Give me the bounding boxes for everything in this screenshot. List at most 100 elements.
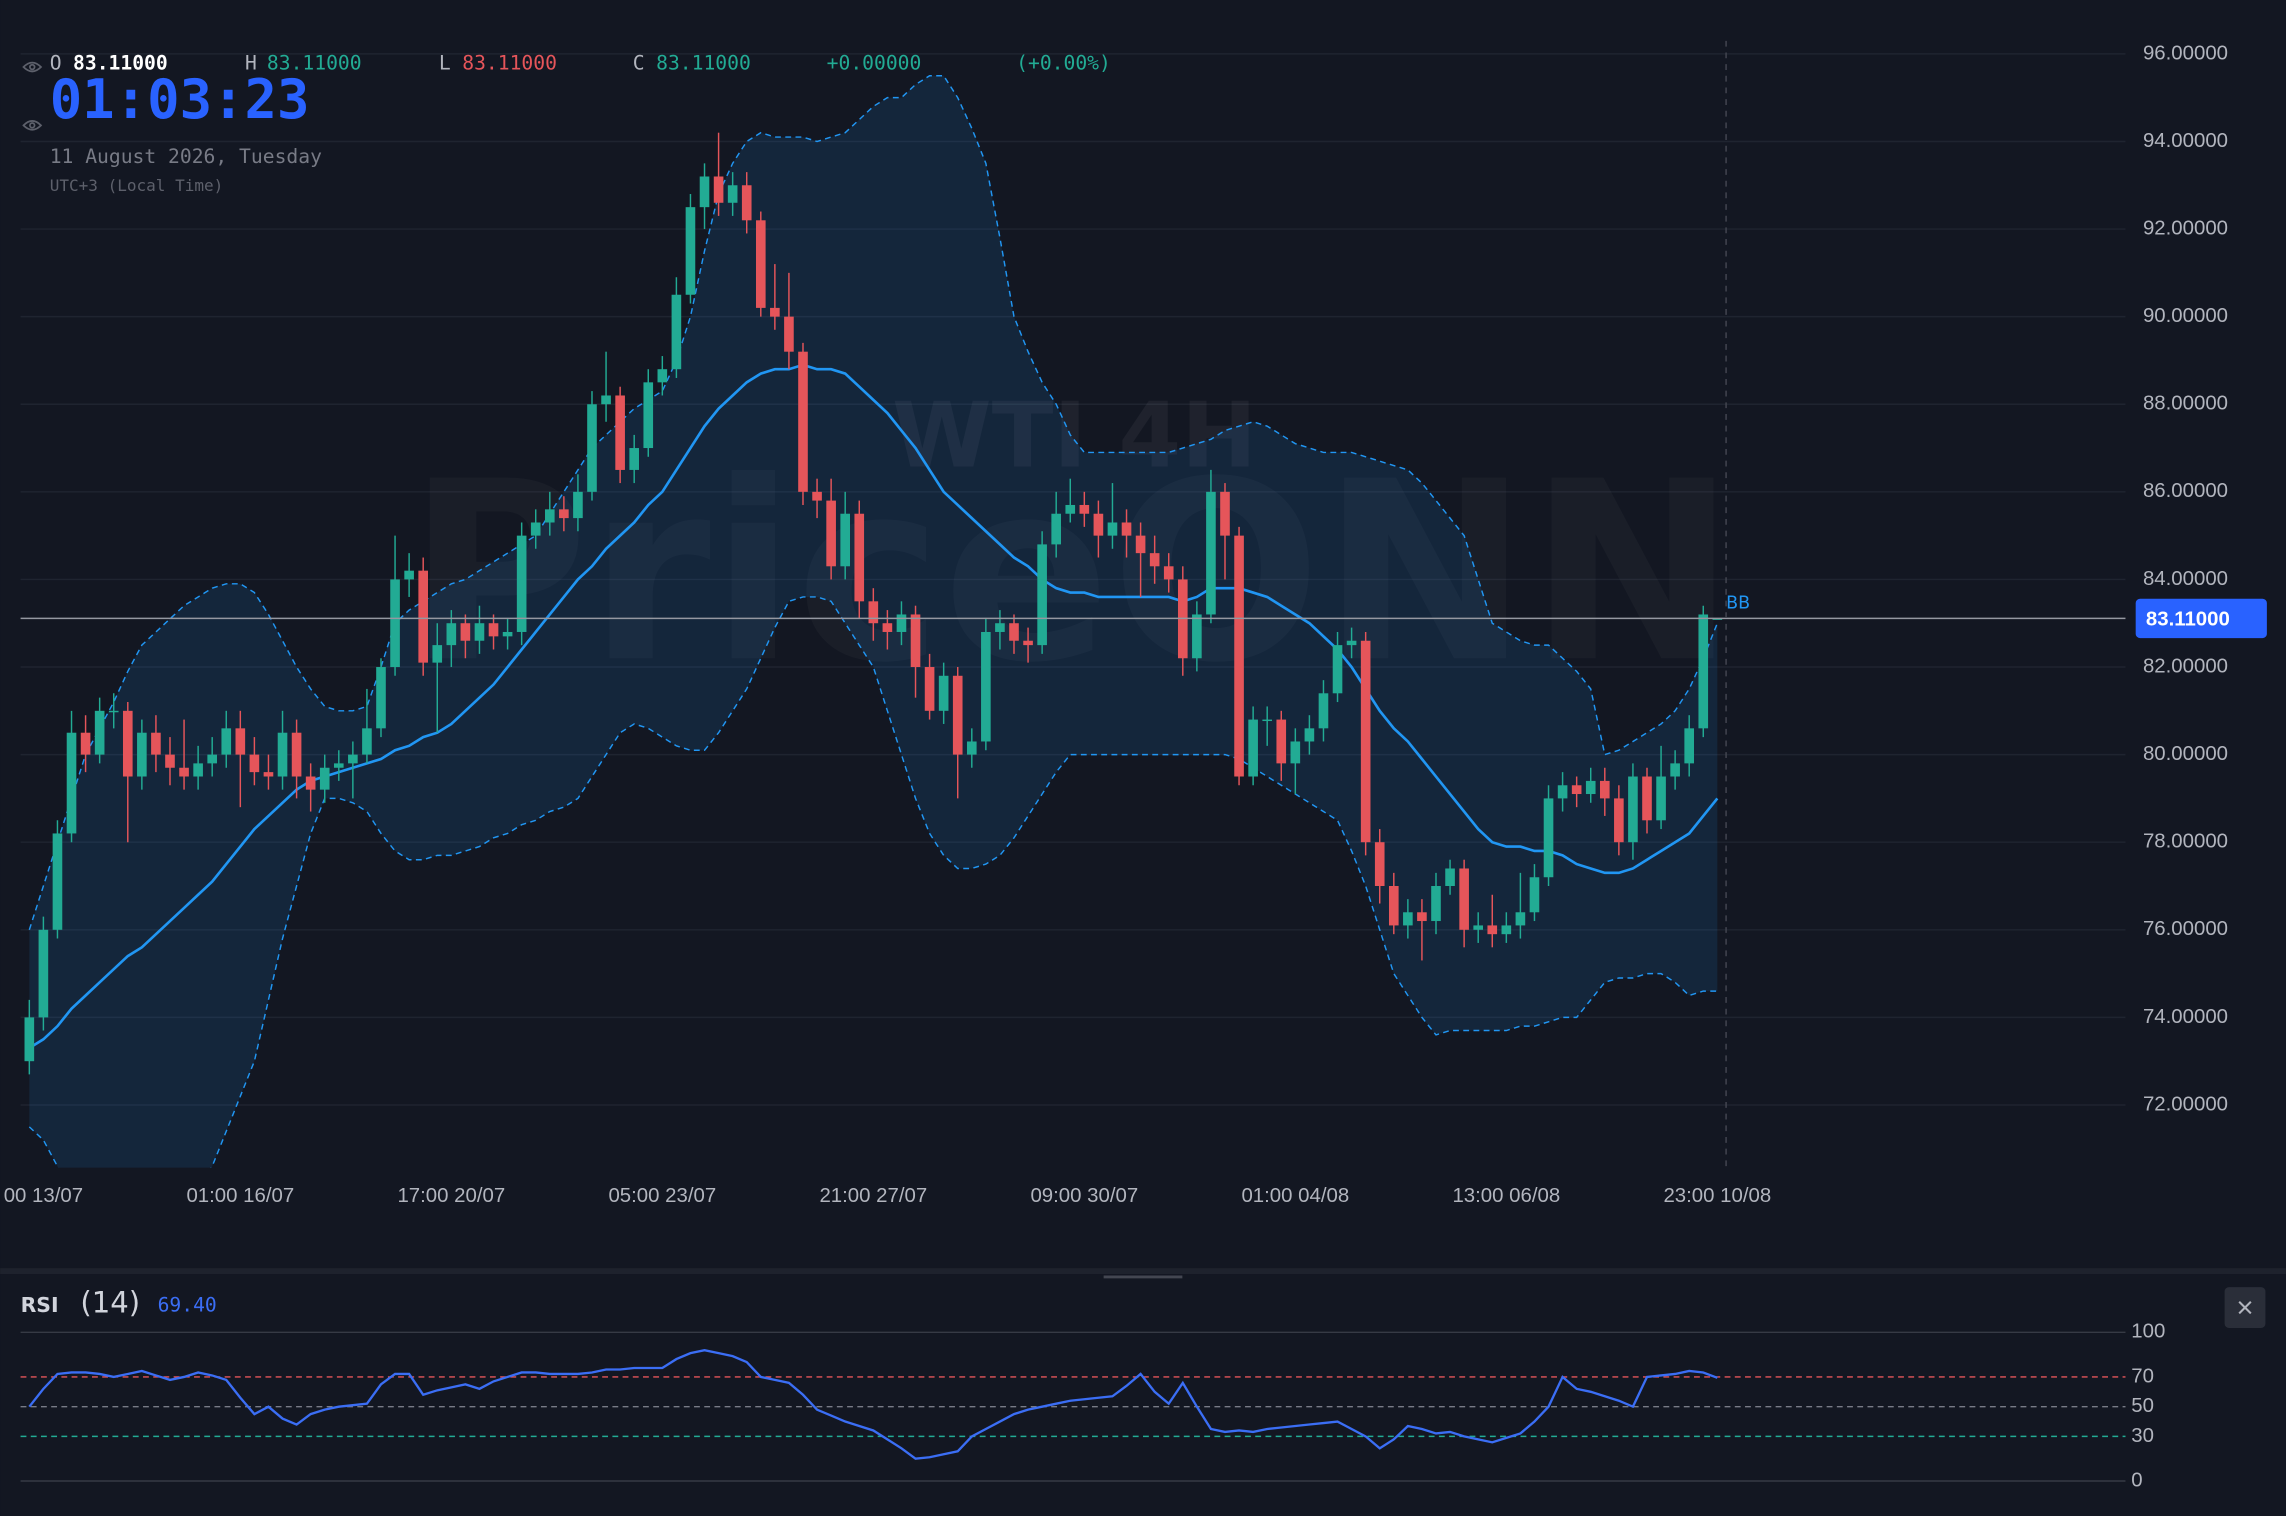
date: 11 August 2026, Tuesday — [50, 145, 322, 168]
candle-body — [657, 369, 668, 383]
candle-body — [559, 509, 569, 519]
timezone: UTC+3 (Local Time) — [50, 176, 224, 195]
candle-body — [319, 767, 330, 790]
candle-body — [1121, 522, 1132, 536]
candle-body — [390, 579, 400, 668]
candle-body — [1388, 886, 1399, 926]
candle-body — [587, 404, 597, 492]
x-tick-label: 01:00 16/07 — [186, 1185, 294, 1207]
candle-body — [629, 448, 640, 470]
candle-body — [1374, 842, 1385, 887]
rsi-tick-label: 50 — [2131, 1395, 2154, 1417]
candle-body — [474, 623, 485, 641]
candle-body — [784, 316, 794, 352]
x-tick-label: 00 13/07 — [4, 1185, 83, 1207]
close-button[interactable] — [2224, 1287, 2266, 1328]
candle-body — [165, 754, 175, 768]
rsi-tick-label: 70 — [2131, 1365, 2154, 1387]
candle-body — [1529, 877, 1540, 913]
eye-icon — [22, 120, 43, 131]
candle-body — [1276, 719, 1287, 764]
candle-body — [108, 710, 119, 713]
candle-body — [207, 754, 218, 764]
candle-body — [122, 710, 133, 777]
candle-body — [1023, 640, 1033, 646]
candle-body — [685, 207, 696, 295]
last-price-tag — [2135, 598, 2267, 639]
candle-body — [460, 623, 471, 641]
y-tick-label: 94.00000 — [2143, 130, 2228, 152]
candle-body — [1290, 741, 1301, 764]
rsi-tick-label: 100 — [2131, 1321, 2165, 1343]
candle-body — [1431, 886, 1441, 922]
candle-body — [1220, 491, 1230, 536]
candle-body — [938, 675, 949, 711]
candle-body — [193, 763, 203, 777]
clock: 01:03:23 — [50, 68, 310, 131]
candle-body — [24, 1017, 35, 1062]
candle-body — [1445, 868, 1455, 887]
rsi-period: (14) — [80, 1286, 140, 1320]
y-tick-label: 84.00000 — [2143, 568, 2228, 590]
close-icon[interactable] — [2238, 1300, 2252, 1315]
candle-body — [896, 614, 907, 632]
overlay: 72.00000 74.00000 76.00000 78.00000 80.00000… — [4, 42, 2267, 1207]
candle-body — [1360, 640, 1371, 843]
candle-body — [910, 614, 921, 668]
candle-body — [643, 382, 654, 449]
y-tick-label: 86.00000 — [2143, 480, 2228, 502]
candle-body — [488, 623, 499, 637]
change-pct: (+0.00%) — [1016, 52, 1111, 75]
candle-body — [362, 728, 372, 755]
y-tick-label: 82.00000 — [2143, 655, 2228, 677]
candle-body — [1614, 798, 1624, 843]
x-tick-label: 01:00 04/08 — [1241, 1185, 1349, 1207]
rsi-pane: 0 30 50 70 100 — [20, 1321, 2165, 1491]
ohlc-legend: O 83.11000 H 83.11000 L 83.11000 C 83.11… — [22, 52, 1111, 195]
candle-body — [38, 929, 49, 1018]
candle-body — [1206, 491, 1216, 615]
y-tick-label: 90.00000 — [2143, 305, 2228, 327]
candle-body — [1135, 535, 1146, 554]
last-price-label: 83.11000 — [2146, 608, 2230, 630]
candle-body — [741, 185, 752, 221]
candle-body — [1712, 618, 1723, 620]
candle-body — [502, 631, 513, 637]
candle-body — [868, 601, 879, 624]
candle-body — [221, 728, 232, 755]
o-value: 83.11000 — [73, 52, 168, 75]
candle-body — [798, 351, 808, 492]
candle-body — [882, 623, 893, 632]
band-upper — [28, 75, 1719, 931]
candle-body — [840, 513, 851, 567]
candle-body — [1417, 912, 1427, 922]
rsi-line — [28, 1348, 1718, 1460]
candle-body — [1628, 776, 1638, 843]
candle-body — [404, 570, 414, 580]
candle-body — [854, 513, 865, 602]
candle-body — [1656, 776, 1666, 821]
x-tick-label: 05:00 23/07 — [608, 1185, 716, 1207]
candle-body — [812, 491, 822, 501]
candle-body — [66, 732, 77, 834]
candle-body — [1051, 513, 1062, 545]
x-tick-label: 23:00 10/08 — [1663, 1185, 1771, 1207]
candle-body — [995, 623, 1005, 632]
y-tick-label: 92.00000 — [2143, 217, 2228, 239]
y-tick-label: 76.00000 — [2143, 918, 2228, 940]
y-tick-label: 80.00000 — [2143, 743, 2228, 765]
candle-body — [1684, 728, 1695, 764]
candle-body — [544, 509, 555, 523]
candle-body — [755, 220, 766, 308]
candle-body — [770, 307, 780, 317]
y-tick-label: 72.00000 — [2143, 1093, 2228, 1115]
candle-body — [601, 395, 611, 405]
candle-body — [305, 776, 316, 790]
x-tick-label: 13:00 06/08 — [1452, 1185, 1560, 1207]
candle-body — [432, 645, 443, 663]
pane-separator[interactable] — [0, 1268, 2286, 1275]
candle-body — [1515, 912, 1526, 926]
candle-body — [1149, 553, 1160, 567]
candle-body — [1079, 504, 1090, 514]
candle-body — [179, 767, 189, 777]
